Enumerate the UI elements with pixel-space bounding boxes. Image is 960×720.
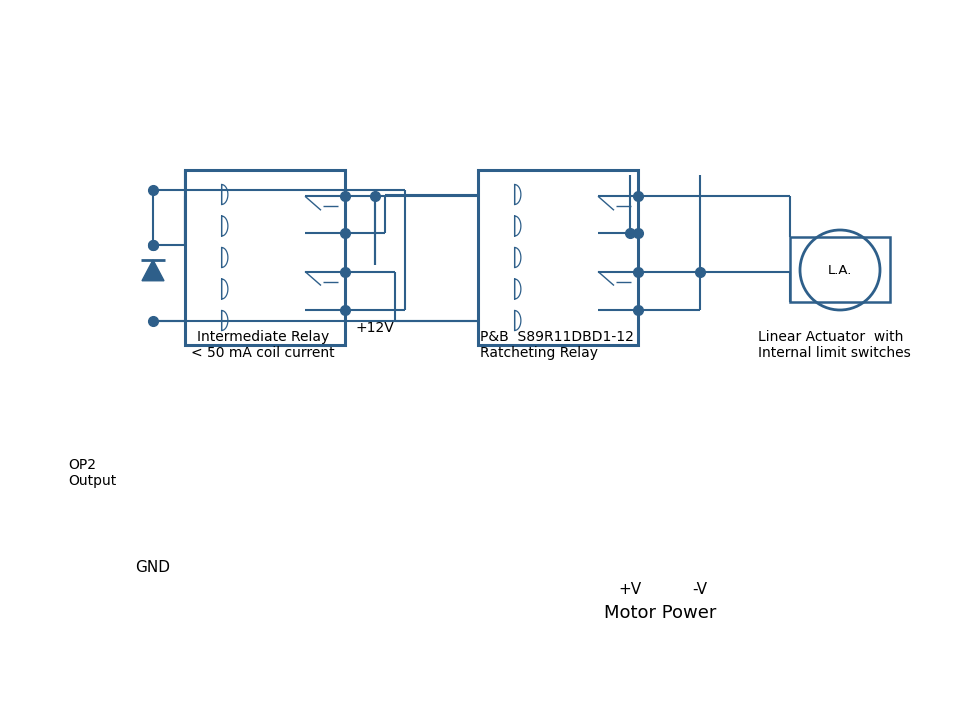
Text: P&B  S89R11DBD1-12
Ratcheting Relay: P&B S89R11DBD1-12 Ratcheting Relay (480, 330, 634, 360)
Text: Linear Actuator  with
Internal limit switches: Linear Actuator with Internal limit swit… (758, 330, 911, 360)
Text: L.A.: L.A. (828, 264, 852, 276)
Text: Motor Power: Motor Power (604, 604, 716, 622)
Bar (478, 170, 638, 345)
Text: -V: -V (692, 582, 708, 597)
Text: OP2
Output: OP2 Output (68, 458, 116, 488)
Polygon shape (142, 260, 164, 281)
Text: +12V: +12V (355, 321, 395, 335)
Bar (790, 237, 890, 302)
Text: +V: +V (618, 582, 641, 597)
Text: GND: GND (135, 560, 171, 575)
Bar (185, 170, 345, 345)
Text: Intermediate Relay
< 50 mA coil current: Intermediate Relay < 50 mA coil current (191, 330, 335, 360)
